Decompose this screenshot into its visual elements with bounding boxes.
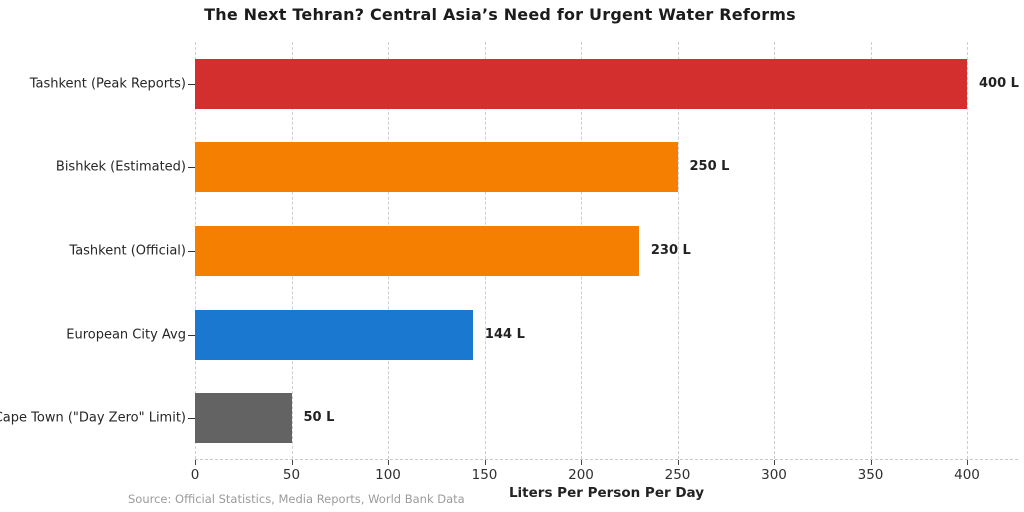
bar	[195, 309, 473, 360]
x-tick-mark	[195, 460, 196, 465]
x-tick-mark	[484, 460, 486, 465]
y-tick-mark	[188, 418, 195, 420]
x-tick-label: 50	[282, 467, 301, 483]
y-tick-mark	[188, 334, 195, 336]
y-axis-labels: Tashkent (Peak Reports) Bishkek (Estimate…	[0, 42, 186, 460]
category-label: Tashkent (Official)	[69, 243, 186, 259]
value-label: 144 L	[484, 326, 525, 342]
x-axis-title: Liters Per Person Per Day	[508, 485, 705, 501]
x-tick-label: 250	[664, 467, 691, 483]
value-label: 400 L	[979, 75, 1019, 91]
x-tick-label: 100	[375, 467, 401, 483]
x-tick-mark	[291, 460, 293, 465]
bar	[195, 226, 639, 276]
category-label: Cape Town ("Day Zero" Limit)	[0, 410, 186, 426]
x-tick-mark	[967, 460, 968, 465]
x-tick-label: 150	[471, 467, 498, 483]
chart-title: The Next Tehran? Central Asia’s Need for…	[204, 5, 796, 24]
value-label: 250 L	[689, 159, 730, 175]
source-note: Source: Official Statistics, Media Repor…	[128, 492, 465, 506]
y-tick-mark	[188, 251, 195, 252]
category-label: Tashkent (Peak Reports)	[29, 76, 186, 92]
x-tick-label: 350	[857, 467, 884, 483]
x-tick-label: 200	[568, 467, 594, 483]
bar	[195, 58, 967, 109]
x-tick-label: 300	[761, 467, 787, 483]
x-tick-label: 400	[954, 467, 980, 483]
plot-area: 400 L 250 L 230 L 144 L 50 L	[188, 42, 1019, 460]
gridline	[677, 42, 679, 459]
y-tick-mark	[188, 167, 195, 169]
x-tick-mark	[774, 460, 775, 465]
x-axis: 0 50 100 150 200 250 300 350 400	[191, 460, 1018, 490]
x-tick-mark	[581, 460, 582, 465]
x-tick-mark	[677, 460, 679, 465]
bar	[195, 142, 678, 193]
gridline	[870, 42, 872, 459]
y-tick-mark	[188, 83, 195, 85]
x-tick-mark	[388, 460, 389, 465]
gridline	[967, 42, 968, 459]
x-tick-label: 0	[190, 467, 200, 483]
category-label: Bishkek (Estimated)	[55, 159, 186, 175]
x-tick-mark	[870, 460, 872, 465]
category-label: European City Avg	[66, 327, 186, 343]
value-label: 50 L	[303, 410, 335, 426]
gridline	[774, 42, 775, 459]
value-label: 230 L	[650, 243, 691, 258]
bar	[195, 393, 292, 444]
